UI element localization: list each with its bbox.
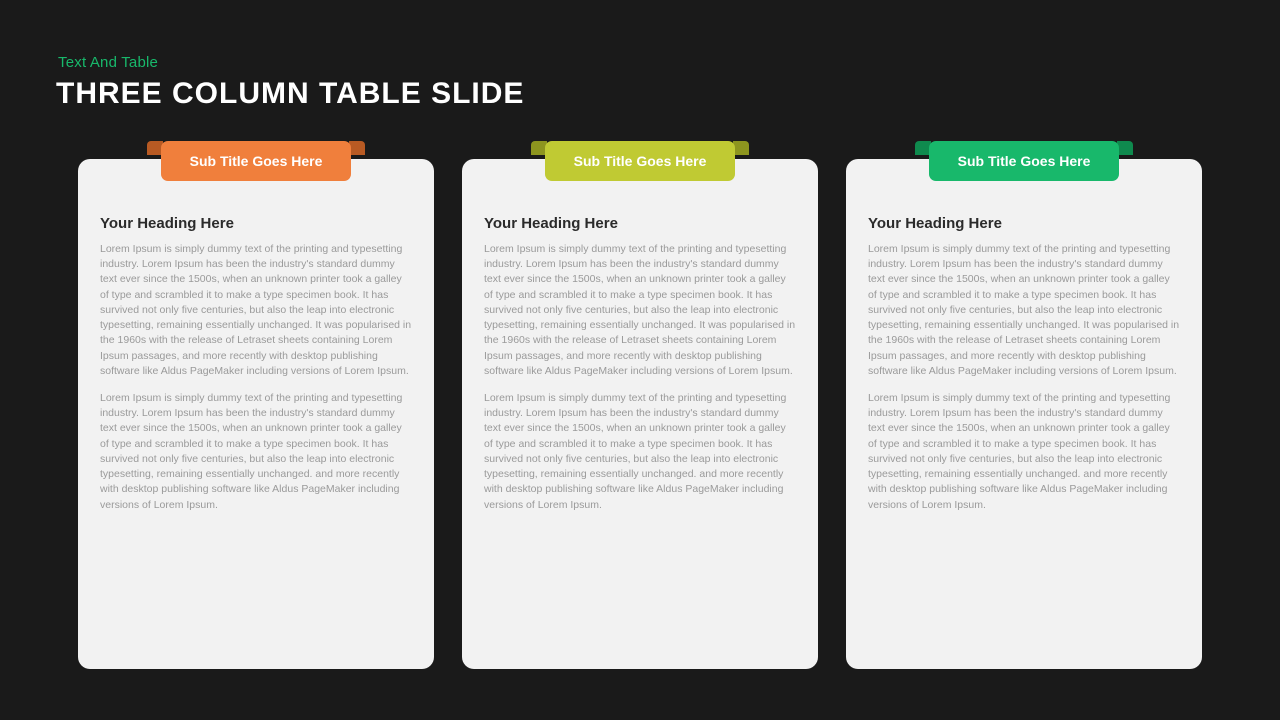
slide-title: THREE COLUMN TABLE SLIDE <box>56 77 1230 111</box>
pretitle: Text And Table <box>58 54 1230 71</box>
columns-container: Sub Title Goes Here Your Heading Here Lo… <box>50 159 1230 669</box>
ribbon-fold-right-icon <box>733 141 749 155</box>
card-paragraph: Lorem Ipsum is simply dummy text of the … <box>100 242 412 379</box>
ribbon-label: Sub Title Goes Here <box>929 141 1119 181</box>
card-2: Sub Title Goes Here Your Heading Here Lo… <box>462 159 818 669</box>
ribbon-3: Sub Title Goes Here <box>929 141 1119 181</box>
card-body: Lorem Ipsum is simply dummy text of the … <box>100 242 412 513</box>
ribbon-fold-right-icon <box>349 141 365 155</box>
card-body: Lorem Ipsum is simply dummy text of the … <box>484 242 796 513</box>
card-heading: Your Heading Here <box>868 215 1180 232</box>
card-paragraph: Lorem Ipsum is simply dummy text of the … <box>868 242 1180 379</box>
ribbon-1: Sub Title Goes Here <box>161 141 351 181</box>
card-paragraph: Lorem Ipsum is simply dummy text of the … <box>484 391 796 513</box>
ribbon-2: Sub Title Goes Here <box>545 141 735 181</box>
card-paragraph: Lorem Ipsum is simply dummy text of the … <box>100 391 412 513</box>
slide-root: Text And Table THREE COLUMN TABLE SLIDE … <box>0 0 1280 720</box>
card-3: Sub Title Goes Here Your Heading Here Lo… <box>846 159 1202 669</box>
card-body: Lorem Ipsum is simply dummy text of the … <box>868 242 1180 513</box>
ribbon-label: Sub Title Goes Here <box>161 141 351 181</box>
card-paragraph: Lorem Ipsum is simply dummy text of the … <box>484 242 796 379</box>
ribbon-label: Sub Title Goes Here <box>545 141 735 181</box>
card-1: Sub Title Goes Here Your Heading Here Lo… <box>78 159 434 669</box>
ribbon-fold-right-icon <box>1117 141 1133 155</box>
card-heading: Your Heading Here <box>100 215 412 232</box>
card-paragraph: Lorem Ipsum is simply dummy text of the … <box>868 391 1180 513</box>
card-heading: Your Heading Here <box>484 215 796 232</box>
